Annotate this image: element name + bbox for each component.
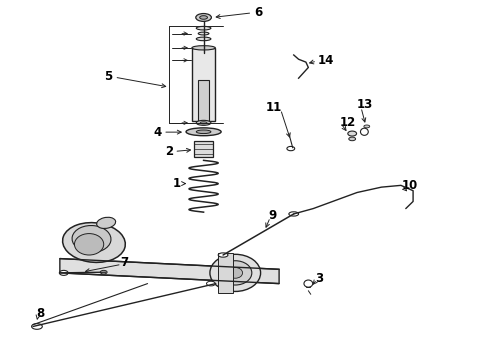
- Ellipse shape: [192, 46, 215, 50]
- Bar: [218, 253, 233, 293]
- Circle shape: [74, 234, 104, 255]
- Circle shape: [210, 254, 261, 292]
- Polygon shape: [60, 258, 279, 284]
- Text: 10: 10: [402, 179, 418, 192]
- Ellipse shape: [97, 217, 116, 229]
- Bar: [198, 80, 209, 121]
- Ellipse shape: [100, 270, 107, 274]
- Ellipse shape: [196, 120, 211, 125]
- Text: 3: 3: [316, 272, 324, 285]
- Ellipse shape: [72, 225, 111, 252]
- Ellipse shape: [364, 125, 370, 128]
- Bar: [195, 141, 213, 157]
- Ellipse shape: [196, 26, 211, 30]
- Text: 7: 7: [120, 256, 128, 269]
- Ellipse shape: [287, 147, 294, 151]
- Bar: [192, 48, 215, 121]
- Ellipse shape: [348, 131, 357, 136]
- Text: 4: 4: [153, 126, 161, 139]
- Text: 8: 8: [36, 307, 45, 320]
- Ellipse shape: [63, 222, 125, 262]
- Ellipse shape: [186, 128, 221, 136]
- Ellipse shape: [206, 281, 215, 286]
- Ellipse shape: [196, 14, 211, 21]
- Text: 12: 12: [340, 116, 356, 129]
- Ellipse shape: [196, 37, 211, 41]
- Ellipse shape: [198, 32, 209, 35]
- Ellipse shape: [59, 270, 68, 275]
- Circle shape: [219, 261, 252, 285]
- Text: 5: 5: [104, 70, 113, 83]
- Ellipse shape: [200, 122, 207, 124]
- Text: 14: 14: [318, 54, 335, 67]
- Ellipse shape: [31, 324, 42, 329]
- Circle shape: [228, 267, 243, 278]
- Ellipse shape: [361, 128, 368, 135]
- Ellipse shape: [304, 280, 313, 287]
- Text: 9: 9: [269, 208, 277, 221]
- Text: 1: 1: [172, 177, 181, 190]
- Text: 2: 2: [165, 145, 173, 158]
- Text: 6: 6: [255, 6, 263, 19]
- Text: 11: 11: [265, 102, 282, 114]
- Ellipse shape: [289, 212, 298, 216]
- Text: 13: 13: [357, 99, 373, 112]
- Ellipse shape: [196, 130, 211, 134]
- Ellipse shape: [200, 16, 207, 19]
- Ellipse shape: [218, 253, 228, 257]
- Ellipse shape: [349, 137, 356, 141]
